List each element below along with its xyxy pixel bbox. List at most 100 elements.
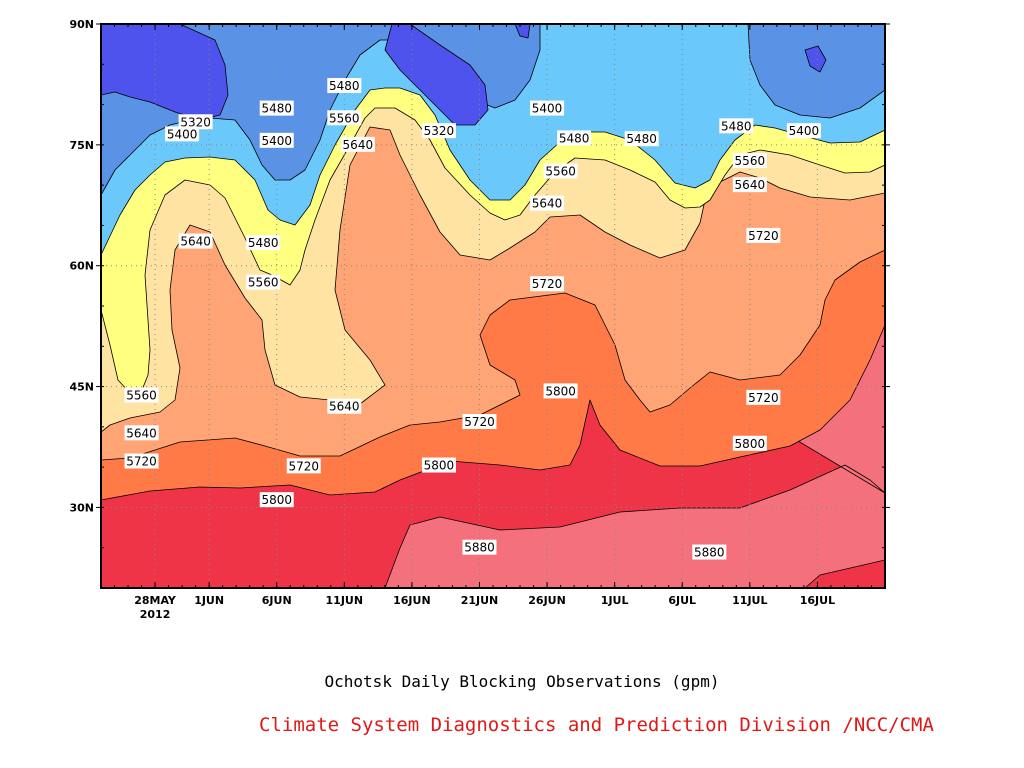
contour-label-text: 5640 xyxy=(126,426,157,440)
x-tick-label: 6JUN xyxy=(262,594,292,607)
contour-label-box xyxy=(543,383,578,399)
contour-label-text: 5800 xyxy=(261,493,292,507)
band-5320-region-a xyxy=(101,24,229,121)
contour-label: 5480 xyxy=(259,100,294,116)
contour-label-text: 5800 xyxy=(545,384,576,398)
contour-label-box xyxy=(421,457,456,473)
contour-label-box xyxy=(746,227,781,243)
contour-label: 5640 xyxy=(732,177,767,193)
contour-label: 5640 xyxy=(124,425,159,441)
x-tick-sublabel: 2012 xyxy=(140,608,171,621)
y-tick-label: 60N xyxy=(69,260,94,273)
contour-label: 5800 xyxy=(259,492,294,508)
contour-label-text: 5400 xyxy=(532,102,563,116)
contour-label-box xyxy=(692,544,727,560)
contour-label-text: 5880 xyxy=(694,546,725,560)
contour-label-box xyxy=(543,163,578,179)
contour-label: 5400 xyxy=(786,123,821,139)
contour-label-box xyxy=(259,132,294,148)
contour-label-text: 5720 xyxy=(126,455,157,469)
contour-label: 5880 xyxy=(462,539,497,555)
contour-label-box xyxy=(124,453,159,469)
contour-label-box xyxy=(246,274,281,290)
contour-label: 5720 xyxy=(746,227,781,243)
contour-label-text: 5320 xyxy=(424,124,455,138)
contour-label-box xyxy=(719,118,754,134)
contour-label: 5480 xyxy=(557,130,592,146)
contour-label-text: 5400 xyxy=(261,134,292,148)
contour-label-box xyxy=(259,100,294,116)
x-tick-label: 28MAY xyxy=(134,594,177,607)
band-5320-region-b xyxy=(384,24,489,126)
contour-label: 5320 xyxy=(178,114,213,130)
contour-label-box xyxy=(259,492,294,508)
contour-label: 5480 xyxy=(624,131,659,147)
contour-label-box xyxy=(421,123,456,139)
contour-label-text: 5720 xyxy=(748,229,779,243)
contour-label: 5640 xyxy=(327,398,362,414)
contour-label-text: 5720 xyxy=(748,391,779,405)
contour-label: 5560 xyxy=(732,152,767,168)
contour-label-text: 5560 xyxy=(248,276,279,290)
contour-label: 5480 xyxy=(246,235,281,251)
contour-label-box xyxy=(124,425,159,441)
band-5320-region-c xyxy=(514,24,531,39)
contour-label-box xyxy=(124,387,159,403)
contour-label-box xyxy=(165,126,200,142)
contour-label-box xyxy=(327,78,362,94)
contour-label-text: 5720 xyxy=(288,459,319,473)
contour-label-box xyxy=(462,414,497,430)
chart-title: Ochotsk Daily Blocking Observations (gpm… xyxy=(324,672,720,691)
y-tick-label: 30N xyxy=(69,501,94,514)
contour-label: 5720 xyxy=(286,458,321,474)
contour-label: 5560 xyxy=(124,387,159,403)
contour-label-text: 5480 xyxy=(329,79,360,93)
y-tick-label: 90N xyxy=(69,18,94,31)
x-tick-label: 26JUN xyxy=(528,594,566,607)
contour-label: 5400 xyxy=(530,100,565,116)
x-tick-label: 6JUL xyxy=(668,594,696,607)
x-tick-label: 1JUL xyxy=(601,594,629,607)
contour-label: 5400 xyxy=(165,126,200,142)
contour-label-box xyxy=(557,130,592,146)
contour-label-text: 5640 xyxy=(735,178,766,192)
contour-label: 5880 xyxy=(692,544,727,560)
contour-label-text: 5640 xyxy=(180,235,211,249)
contour-label: 5320 xyxy=(421,123,456,139)
contour-label-text: 5480 xyxy=(248,236,279,250)
x-tick-label: 11JUN xyxy=(326,594,364,607)
contour-label: 5720 xyxy=(462,414,497,430)
contour-label-text: 5560 xyxy=(545,164,576,178)
x-tick-label: 16JUL xyxy=(800,594,835,607)
contour-label-text: 5400 xyxy=(789,124,820,138)
contour-label: 5640 xyxy=(530,195,565,211)
contour-label-box xyxy=(327,398,362,414)
y-tick-label: 45N xyxy=(69,381,94,394)
contour-label-box xyxy=(732,177,767,193)
contour-label-box xyxy=(340,136,375,152)
contour-label: 5800 xyxy=(421,457,456,473)
contour-label-box xyxy=(246,235,281,251)
contour-label-box xyxy=(732,152,767,168)
contour-label-box xyxy=(786,123,821,139)
contour-labels: 5320540054805400548055605640532054005480… xyxy=(124,78,821,560)
contour-label: 5560 xyxy=(246,274,281,290)
contour-label-text: 5480 xyxy=(559,131,590,145)
x-tick-label: 1JUN xyxy=(194,594,224,607)
contour-label: 5800 xyxy=(543,383,578,399)
contour-label-text: 5720 xyxy=(464,415,495,429)
contour-label-text: 5480 xyxy=(261,102,292,116)
contour-label: 5640 xyxy=(178,233,213,249)
contour-label-box xyxy=(178,114,213,130)
contour-label-text: 5640 xyxy=(329,400,360,414)
contour-label: 5800 xyxy=(732,435,767,451)
contour-label: 5720 xyxy=(124,453,159,469)
contour-label-text: 5640 xyxy=(532,197,563,211)
contour-label-box xyxy=(732,435,767,451)
contour-label-box xyxy=(462,539,497,555)
contour-label-text: 5880 xyxy=(464,541,495,555)
contour-label: 5480 xyxy=(719,118,754,134)
contour-label-box xyxy=(530,195,565,211)
contour-label: 5400 xyxy=(259,132,294,148)
